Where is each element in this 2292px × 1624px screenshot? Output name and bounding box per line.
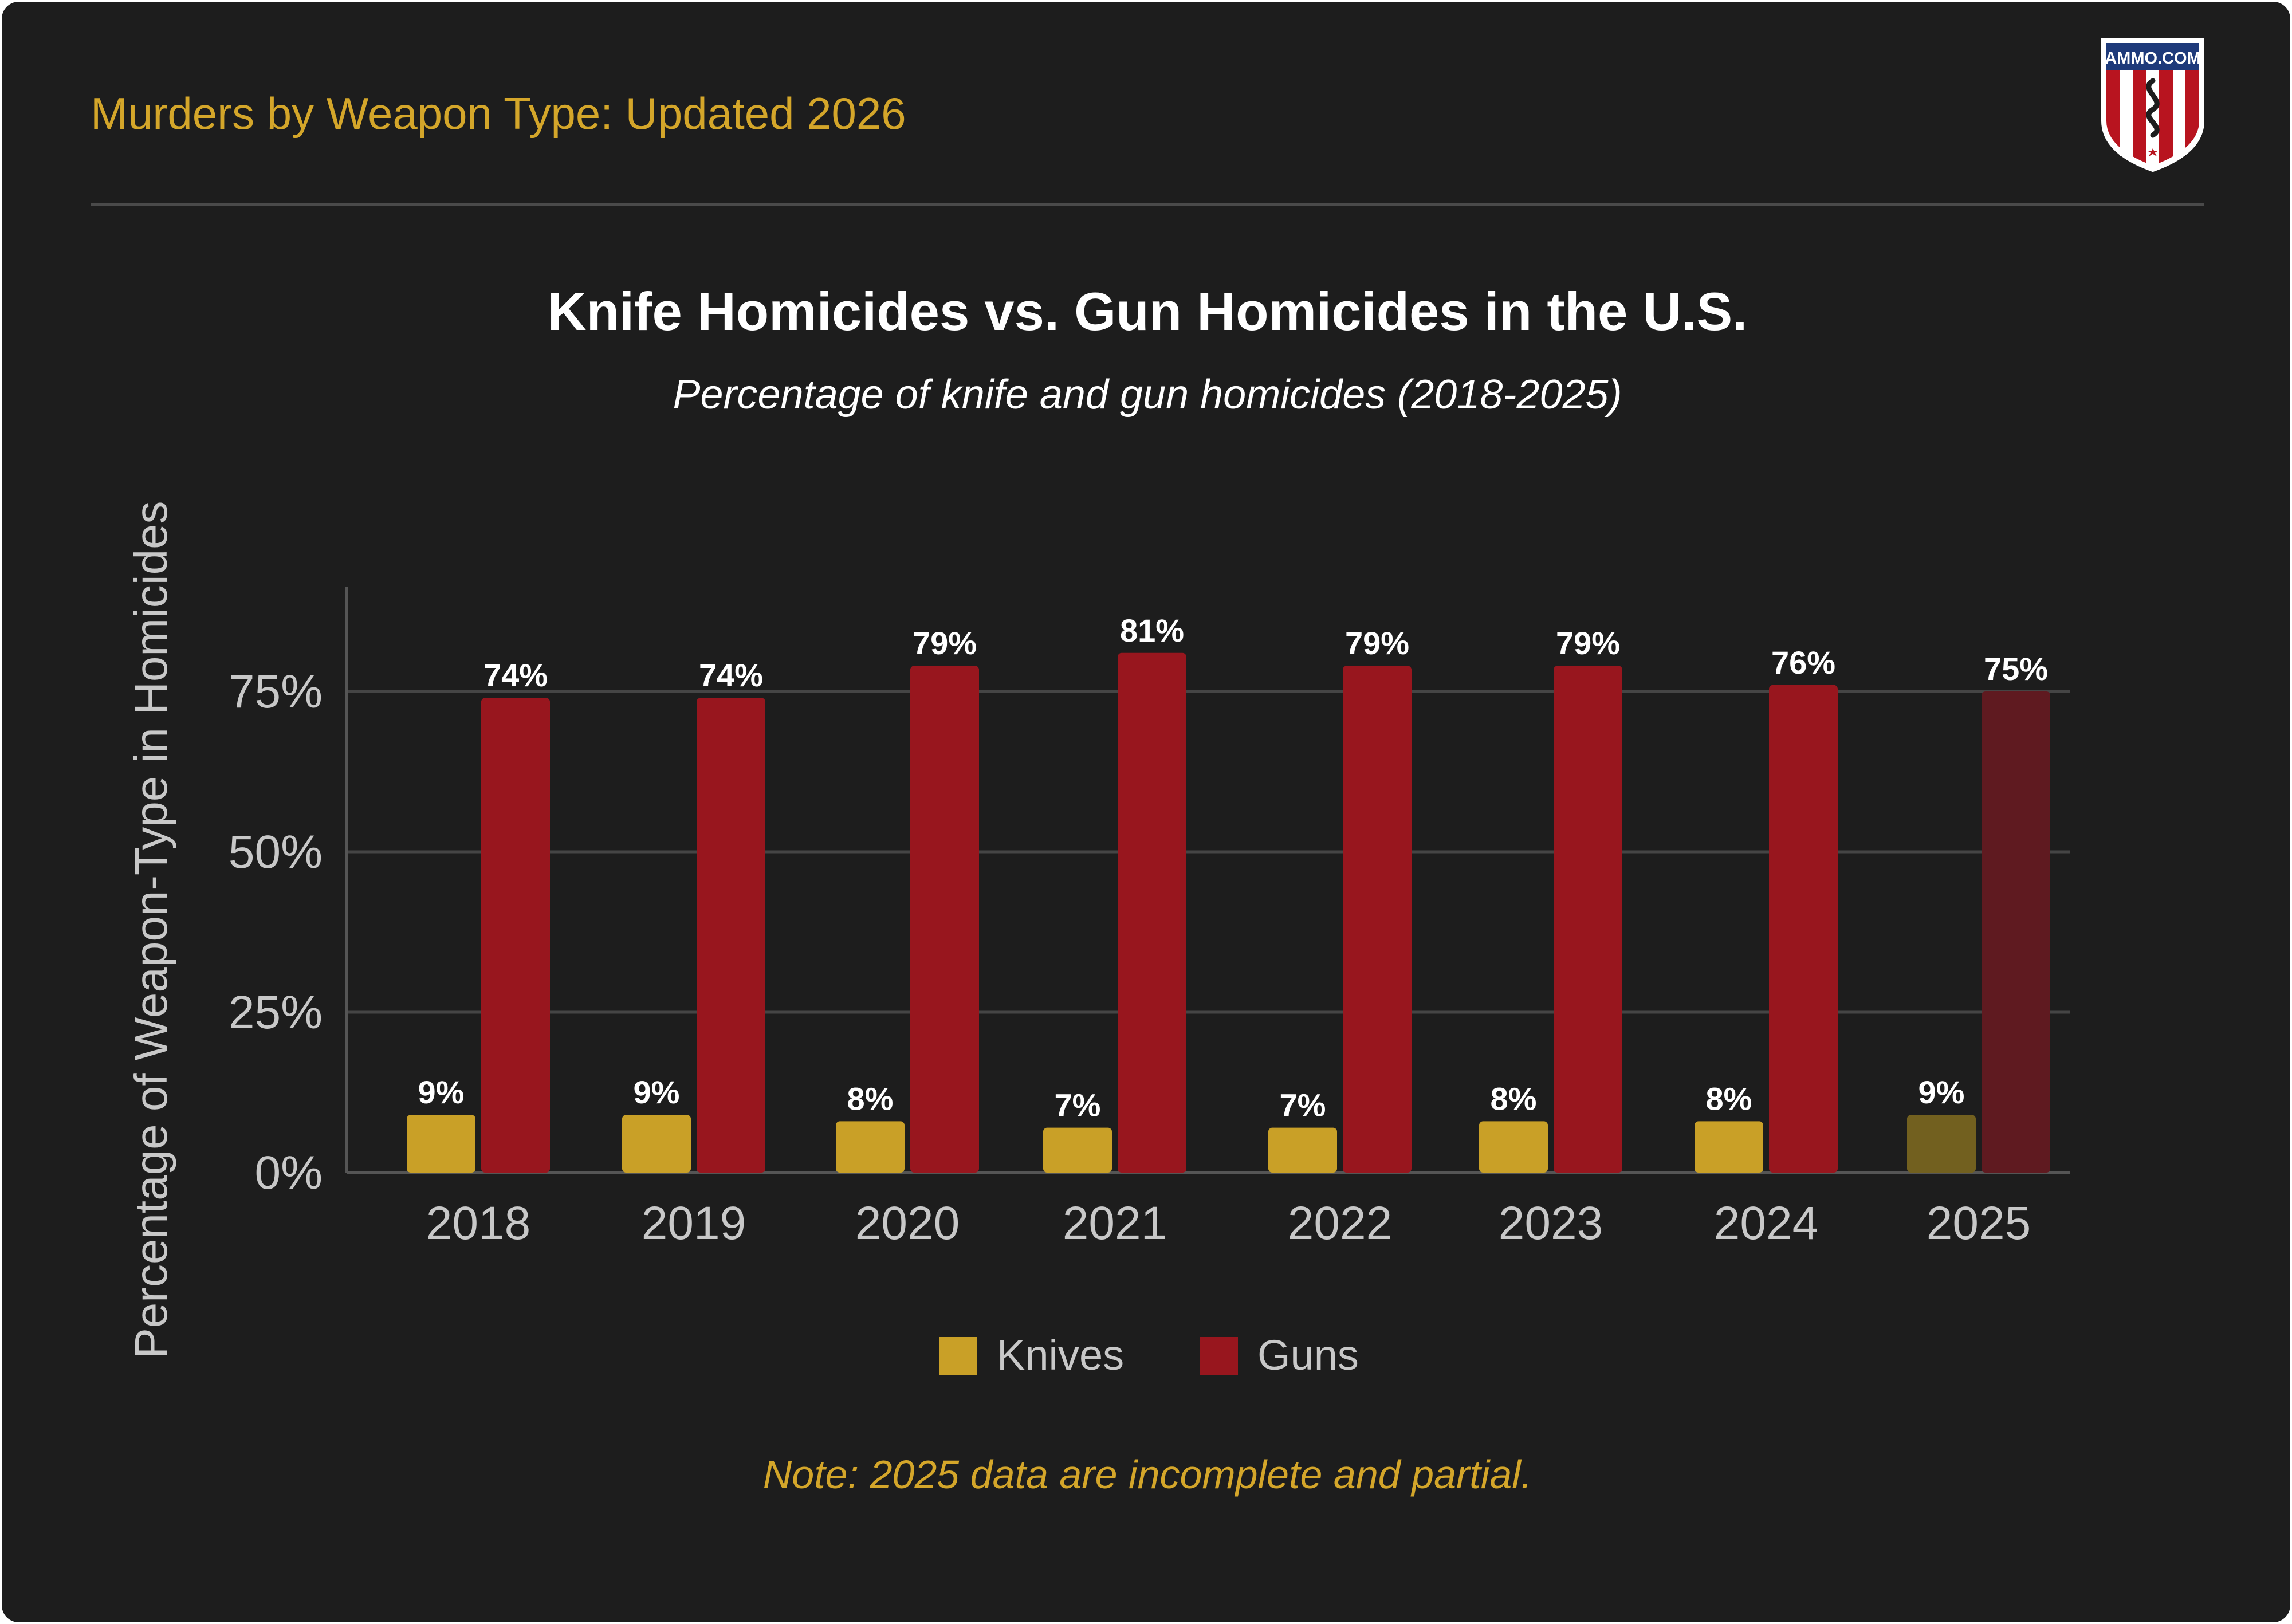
data-label: 9%	[634, 1074, 680, 1110]
legend-swatch-knives	[939, 1337, 977, 1375]
bar-guns-2023	[1554, 666, 1622, 1173]
data-label: 79%	[1345, 625, 1409, 661]
chart-note: Note: 2025 data are incomplete and parti…	[763, 1452, 1532, 1497]
data-label: 8%	[847, 1080, 894, 1116]
logo-text: AMMO.COM	[2105, 49, 2201, 68]
legend-swatch-guns	[1200, 1337, 1238, 1375]
header-divider	[91, 203, 2204, 206]
data-label: 7%	[1055, 1087, 1101, 1123]
x-tick-label: 2018	[426, 1197, 530, 1249]
bar-knives-2019	[622, 1115, 691, 1173]
bar-guns-2021	[1118, 652, 1186, 1173]
bar-guns-2020	[910, 666, 979, 1173]
x-axis-ticks: 2018 2019 2020 2021 2022 2023 2024 2025	[426, 1197, 2031, 1249]
data-label: 74%	[483, 657, 548, 693]
x-tick-label: 2021	[1063, 1197, 1167, 1249]
data-label: 81%	[1120, 612, 1184, 648]
bar-guns-2025	[1982, 691, 2050, 1173]
x-tick-label: 2025	[1927, 1197, 2031, 1249]
x-tick-label: 2024	[1714, 1197, 1818, 1249]
y-tick-label: 0%	[254, 1147, 323, 1199]
y-tick-label: 25%	[229, 986, 323, 1039]
bar-guns-2018	[481, 698, 550, 1173]
y-tick-label: 50%	[229, 826, 323, 878]
bar-guns-2024	[1769, 685, 1838, 1173]
bar-knives-2024	[1695, 1121, 1763, 1173]
data-label: 9%	[1918, 1074, 1965, 1110]
page-title: Murders by Weapon Type: Updated 2026	[91, 88, 906, 139]
x-tick-label: 2019	[642, 1197, 746, 1249]
chart-title: Knife Homicides vs. Gun Homicides in the…	[548, 281, 1748, 341]
y-axis-ticks: 0% 25% 50% 75%	[229, 666, 323, 1199]
data-label: 9%	[418, 1074, 465, 1110]
legend-label-knives: Knives	[997, 1331, 1124, 1379]
bar-guns-2019	[697, 698, 765, 1173]
chart-subtitle: Percentage of knife and gun homicides (2…	[673, 372, 1622, 418]
x-tick-label: 2020	[855, 1197, 960, 1249]
data-label: 79%	[913, 625, 977, 661]
bar-knives-2020	[836, 1121, 905, 1173]
y-tick-label: 75%	[229, 666, 323, 718]
data-label: 76%	[1771, 644, 1835, 681]
bar-knives-2025	[1907, 1115, 1976, 1173]
data-label: 74%	[699, 657, 763, 693]
data-label: 8%	[1706, 1080, 1752, 1116]
bars: 9% 74% 9% 74% 8% 79% 7% 81% 7% 79% 8% 79% 8% 76% 9% 75%	[407, 612, 2050, 1173]
legend-label-guns: Guns	[1257, 1331, 1359, 1379]
x-tick-label: 2023	[1499, 1197, 1603, 1249]
bar-knives-2022	[1268, 1127, 1337, 1173]
bar-guns-2022	[1343, 666, 1412, 1173]
data-label: 7%	[1280, 1087, 1326, 1123]
bar-knives-2023	[1479, 1121, 1548, 1173]
bar-knives-2021	[1043, 1127, 1112, 1173]
data-label: 8%	[1491, 1080, 1537, 1116]
data-label: 79%	[1556, 625, 1620, 661]
y-axis-label: Percentage of Weapon-Type in Homicides	[125, 501, 176, 1358]
data-label: 75%	[1984, 651, 2048, 687]
legend: Knives Guns	[939, 1331, 1359, 1379]
bar-knives-2018	[407, 1115, 475, 1173]
x-tick-label: 2022	[1288, 1197, 1392, 1249]
ammo-logo: AMMO.COM	[2101, 38, 2204, 172]
